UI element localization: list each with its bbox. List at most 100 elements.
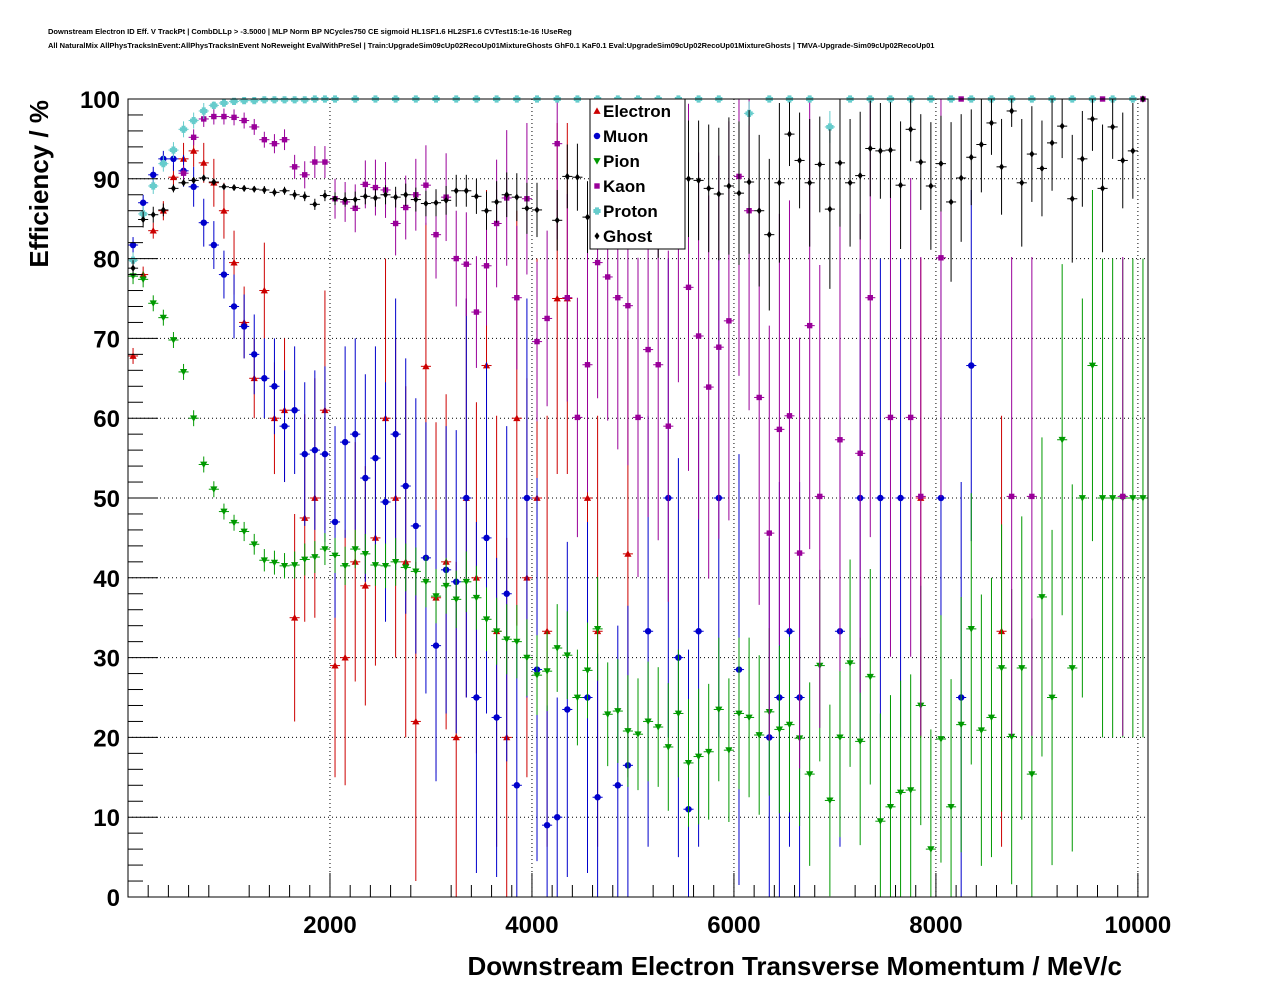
data-point-electron <box>260 286 268 294</box>
data-point-pion <box>674 710 682 718</box>
data-point-pion <box>392 558 400 566</box>
data-point-kaon <box>615 295 621 301</box>
data-point-pion <box>361 550 369 558</box>
data-point-kaon <box>352 205 358 212</box>
data-point-pion <box>179 369 188 376</box>
data-point-ghost <box>968 153 974 161</box>
data-point-muon <box>261 375 268 382</box>
data-point-proton <box>826 123 834 131</box>
data-point-kaon <box>433 231 439 238</box>
legend-box <box>589 98 686 250</box>
data-point-kaon <box>554 140 560 147</box>
data-point-pion <box>957 721 965 729</box>
data-point-ghost <box>898 181 904 189</box>
data-point-pion <box>291 562 299 569</box>
data-point-kaon <box>867 295 873 301</box>
data-point-proton <box>169 146 178 154</box>
legend: Electron Muon Pion Kaon Proton Ghost <box>589 98 686 250</box>
data-point-proton <box>200 107 208 115</box>
data-point-muon <box>382 498 389 506</box>
data-point-kaon <box>918 493 924 500</box>
data-point-pion <box>462 578 470 586</box>
data-point-pion <box>240 528 248 536</box>
data-point-muon <box>190 183 197 191</box>
data-point-proton <box>149 182 157 190</box>
data-point-ghost <box>847 179 853 187</box>
data-point-pion <box>937 736 945 743</box>
data-point-muon <box>281 422 288 430</box>
data-point-kaon <box>180 170 187 176</box>
data-point-ghost <box>302 192 308 200</box>
data-point-pion <box>1068 665 1076 672</box>
data-point-ghost <box>453 187 459 195</box>
data-point-ghost <box>928 182 934 190</box>
data-point-pion <box>260 557 268 564</box>
data-point-electron <box>149 227 157 234</box>
data-point-kaon <box>655 362 661 368</box>
data-point-pion <box>705 748 713 756</box>
data-point-pion <box>1139 495 1147 502</box>
data-point-muon <box>483 534 490 542</box>
data-point-ghost <box>938 160 944 168</box>
y-tick-label: 40 <box>93 566 120 593</box>
data-point-pion <box>371 562 380 569</box>
data-point-muon <box>503 590 510 597</box>
data-point-electron <box>230 258 238 266</box>
data-point-pion <box>604 711 612 718</box>
data-point-kaon <box>564 295 571 301</box>
data-point-ghost <box>574 173 580 181</box>
data-point-pion <box>997 665 1006 672</box>
data-point-ghost <box>494 198 500 206</box>
data-point-muon <box>362 474 369 482</box>
data-point-ghost <box>251 185 257 193</box>
data-point-ghost <box>150 211 156 219</box>
data-point-pion <box>927 846 935 853</box>
data-point-pion <box>190 415 198 422</box>
data-point-ghost <box>1130 147 1136 155</box>
data-point-kaon <box>271 140 278 147</box>
data-point-ghost <box>1089 115 1095 123</box>
data-point-ghost <box>1120 156 1126 165</box>
data-point-muon <box>543 821 551 829</box>
data-point-pion <box>1028 771 1036 778</box>
data-point-pion <box>856 738 864 745</box>
data-point-muon <box>230 303 238 310</box>
data-point-ghost <box>393 193 399 201</box>
data-point-electron <box>291 614 299 621</box>
data-point-pion <box>725 747 733 754</box>
data-point-pion <box>412 568 420 576</box>
data-point-ghost <box>241 184 247 192</box>
x-tick-label: 6000 <box>707 912 760 939</box>
data-point-ghost <box>786 130 793 138</box>
data-point-ghost <box>463 187 469 195</box>
data-point-muon <box>150 171 157 179</box>
data-point-proton <box>280 96 289 104</box>
legend-marker-electron <box>593 107 601 114</box>
data-point-ghost <box>1100 184 1106 192</box>
data-point-kaon <box>806 322 813 329</box>
data-point-ghost <box>1079 155 1085 163</box>
data-point-pion <box>866 673 874 681</box>
data-point-ghost <box>534 206 540 214</box>
data-point-ghost <box>797 156 803 165</box>
data-point-electron <box>341 654 349 661</box>
data-point-proton <box>210 101 218 109</box>
data-point-ghost <box>908 125 914 133</box>
data-point-ghost <box>282 187 288 195</box>
data-point-ghost <box>1069 195 1075 203</box>
data-point-pion <box>654 724 662 731</box>
data-point-ghost <box>564 172 570 181</box>
data-point-proton <box>220 99 228 107</box>
data-point-kaon <box>705 384 712 390</box>
data-point-muon <box>897 494 904 502</box>
data-point-pion <box>351 546 359 553</box>
data-point-muon <box>513 782 521 789</box>
data-point-ghost <box>261 186 267 194</box>
data-point-ghost <box>918 158 924 166</box>
x-tick-label: 4000 <box>505 912 558 939</box>
data-point-kaon <box>726 318 732 324</box>
data-point-ghost <box>1009 107 1015 115</box>
y-tick-label: 20 <box>93 725 120 752</box>
legend-label-muon: Muon <box>603 127 648 146</box>
data-point-pion <box>523 654 531 662</box>
